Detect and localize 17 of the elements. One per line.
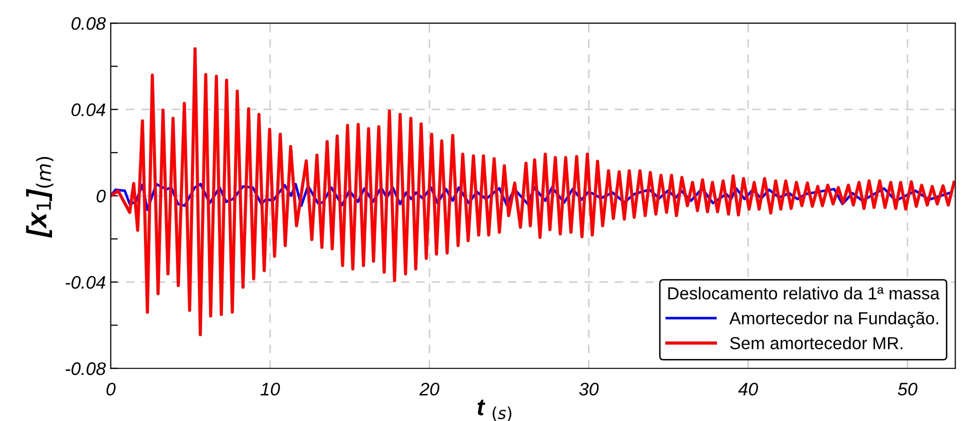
x-tick-label: 40 [738,382,758,396]
y-tick-label: -0.04 [66,276,106,289]
x-tick-label: 30 [579,382,599,396]
legend-label: Amortecedor na Fundação. [729,312,938,328]
y-tick-label: 0 [96,190,106,202]
y-tick-label: 0.08 [72,17,106,30]
x-tick-label: 50 [898,382,918,396]
x-tick-label: 20 [419,382,440,396]
legend-label: Sem amortecedor MR. [730,336,902,350]
y-tick-label: 0.04 [72,103,106,116]
x-tick-label: 0 [106,382,116,396]
x-axis-title: t $_{(s)}$ [478,400,512,421]
legend-title: Deslocamento relativo da 1ª massa [668,286,940,300]
x-tick-label: 10 [260,382,280,396]
y-axis-title: [x$_{1}$]$_{(m)}$ [26,156,54,238]
y-tick-label: -0.08 [66,362,106,376]
line-series [110,47,956,336]
